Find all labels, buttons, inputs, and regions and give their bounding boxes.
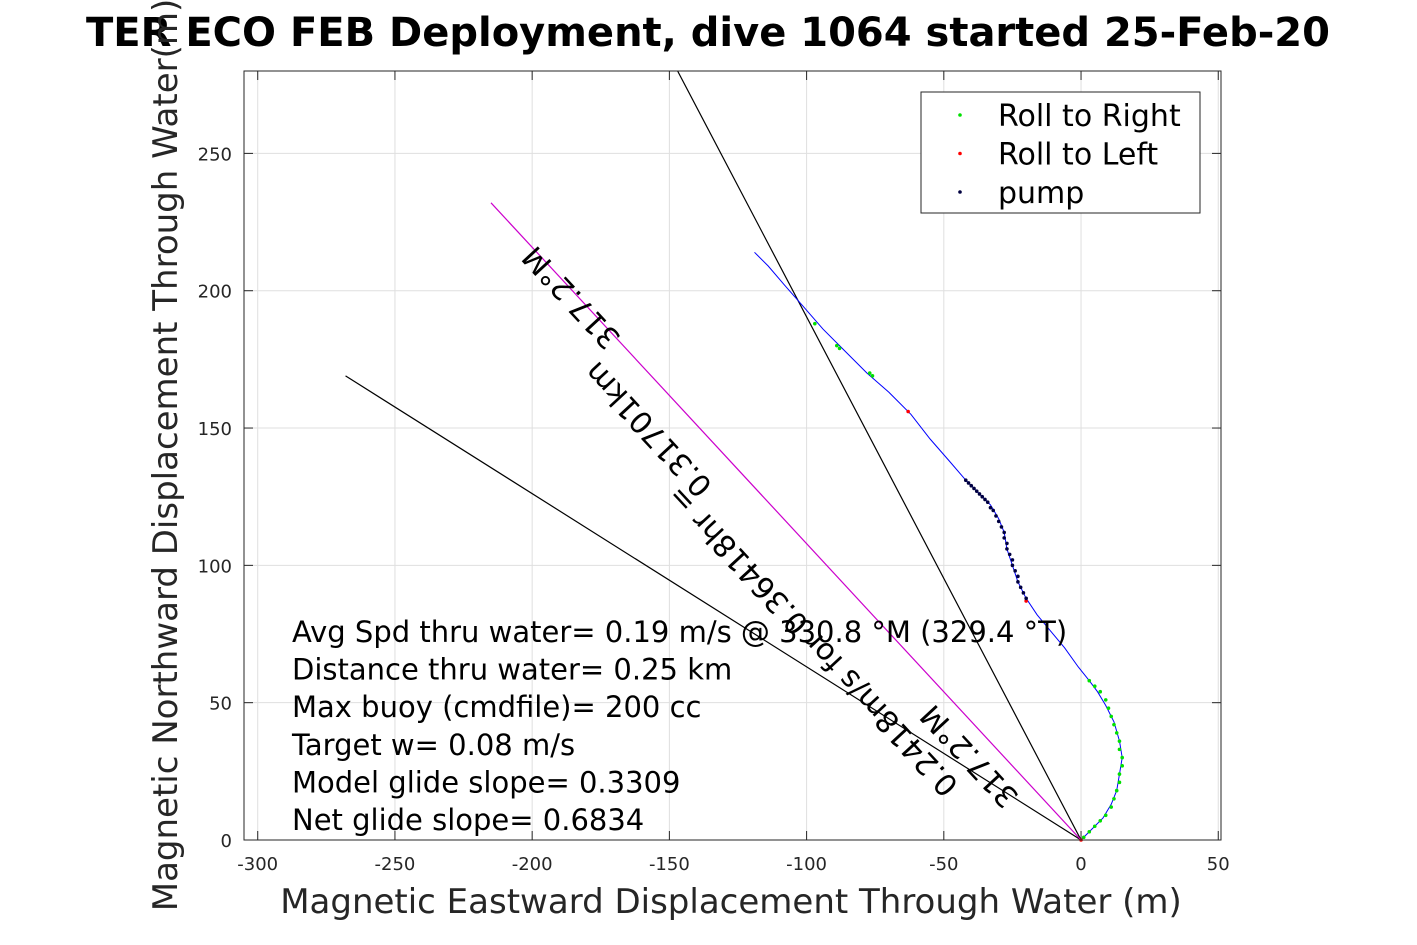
pump-point [991,508,996,513]
pump-point [1005,547,1009,551]
x-tick-label: -250 [375,854,416,875]
x-tick-label: 0 [1075,854,1086,875]
annotations: Avg Spd thru water= 0.19 m/s @ 330.8 °M … [291,615,1067,837]
roll-right-point [1114,788,1119,793]
pump-point [972,486,976,491]
roll-right-point [870,374,875,378]
y-axis-label: Magnetic Northward Displacement Through … [146,0,186,911]
pump-point [1024,596,1028,601]
legend-entry: pump [998,176,1084,211]
track-line [754,251,1123,840]
pump-point [996,519,1001,524]
stats-annotation: Avg Spd thru water= 0.19 m/s @ 330.8 °M … [292,615,1067,649]
roll-right-point [1087,829,1092,834]
stats-annotation: Net glide slope= 0.6834 [292,803,644,837]
pump-point [980,494,985,499]
roll-right-point [1120,755,1125,760]
pump-point [966,481,971,485]
x-tick-label: -300 [237,854,278,875]
pump-point [974,489,979,494]
roll-right-point [1114,731,1119,735]
roll-left-point [906,409,910,414]
roll-right-point [867,371,872,375]
roll-right-point [1109,714,1114,719]
track [754,251,1123,840]
y-tick-label: 50 [209,694,232,715]
roll-right-point [1117,780,1122,785]
pump-point [999,525,1004,529]
pump-point [1013,569,1017,573]
legend-marker [958,113,962,117]
roll-right-point [1112,722,1116,727]
roll-right-point [813,321,817,326]
stats-annotation: Target w= 0.08 m/s [291,728,575,762]
y-tick-label: 200 [198,282,232,303]
x-tick-label: -200 [512,854,553,875]
roll-right-point [1106,706,1111,710]
roll-right-point [1103,698,1108,702]
roll-left-point [1024,599,1028,603]
roll-right-point [1087,678,1092,683]
reference-line [345,375,1082,840]
roll-right-point [1081,835,1086,840]
roll-right-point [1092,684,1097,688]
pump-point [994,514,998,518]
legend-marker [958,190,962,194]
x-tick-label: 50 [1207,854,1230,875]
pump-point [983,497,987,502]
plot-frame [243,70,1222,841]
pump-point [1021,591,1026,595]
legend-entry: Roll to Left [998,138,1158,173]
stats-annotation: Max buoy (cmdfile)= 200 cc [292,690,701,724]
pump-point [1010,563,1015,568]
x-axis-label: Magnetic Eastward Displacement Through W… [280,882,1182,922]
pump-point [988,505,993,510]
y-tick-label: 250 [198,144,232,165]
axes: -300 -250 -200 -150 -100 -50 0 50 0 50 100 150 200 25… [198,70,1230,875]
pump-point [963,478,968,483]
chart-title: TER ECO FEB Deployment, dive 1064 starte… [86,10,1330,56]
roll-right-point [1117,772,1122,776]
x-tick-label: -100 [786,854,827,875]
roll-right-point [837,346,842,351]
roll-right-point [834,343,839,348]
x-tick-label: -150 [649,854,690,875]
reference-line [677,71,1082,840]
pump-point [1007,552,1012,557]
y-tick-label: 0 [221,831,232,852]
legend-marker [958,151,962,156]
pump-point [1018,585,1023,590]
roll-right-point [1117,747,1122,752]
reference-lines [345,71,1082,840]
roll-right-point [1092,824,1097,829]
pump-point [1002,536,1006,540]
reference-line [490,202,1082,840]
roll-right-point [1117,739,1122,743]
stats-annotation: Model glide slope= 0.3309 [292,765,680,799]
pump-point [977,492,982,496]
pump-point [1016,574,1020,579]
roll-right-point [1120,764,1125,768]
legend-entry: Roll to Right [998,99,1181,134]
pump-point [1010,558,1015,562]
roll-right-point [1098,818,1103,823]
y-tick-label: 150 [198,419,232,440]
roll-right-point [1112,797,1116,801]
roll-right-point [1103,813,1108,818]
x-tick-label: -50 [929,854,958,875]
pump-point [1002,530,1006,535]
legend-box [920,91,1201,214]
pump-point [1016,580,1020,584]
y-tick-label: 100 [198,556,232,577]
pump-point [985,500,990,504]
data-points [813,321,1125,842]
roll-right-point [1109,805,1114,809]
roll-right-point [1098,689,1103,694]
pump-point [969,483,974,488]
pump-point [1005,541,1009,546]
stats-annotation: Distance thru water= 0.25 km [292,653,732,687]
